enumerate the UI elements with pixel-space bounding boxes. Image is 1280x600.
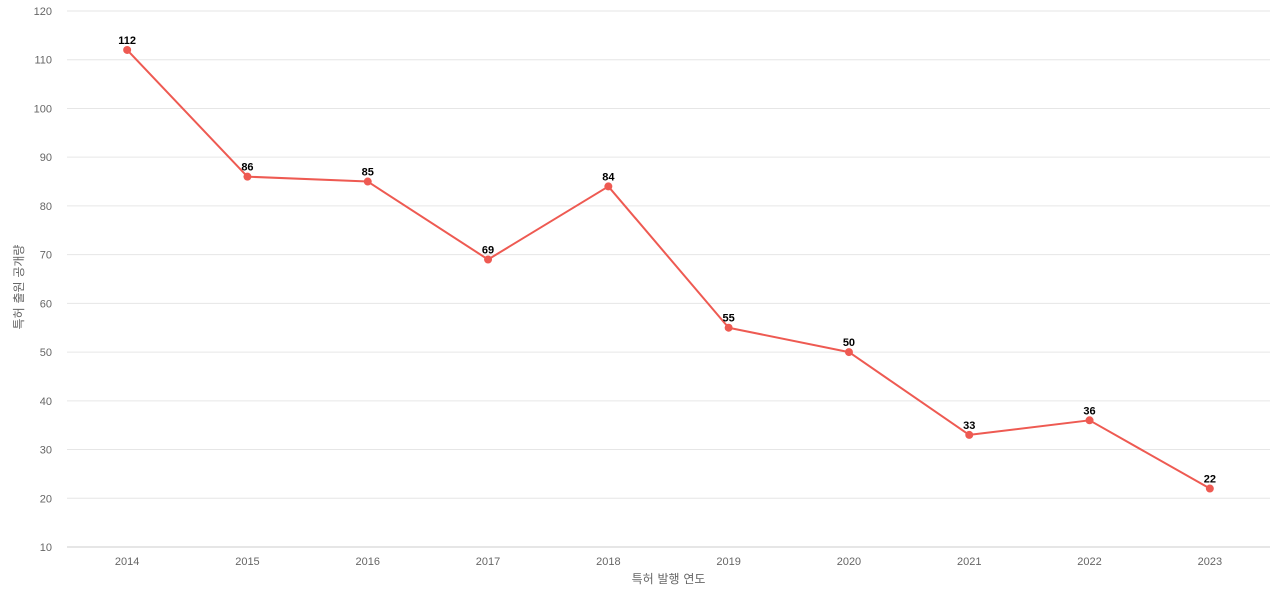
data-point[interactable]: [123, 45, 132, 54]
y-axis-title: 특허 출원 공개량: [12, 245, 26, 330]
data-label: 55: [723, 313, 735, 325]
y-tick-label: 20: [40, 493, 52, 505]
y-tick-label: 100: [34, 103, 52, 115]
x-tick-label: 2019: [716, 556, 740, 568]
data-label: 84: [602, 171, 615, 183]
x-tick-label: 2020: [837, 556, 861, 568]
x-tick-label: 2023: [1198, 556, 1222, 568]
y-tick-label: 90: [40, 152, 52, 164]
y-tick-label: 80: [40, 201, 52, 213]
x-tick-label: 2018: [596, 556, 620, 568]
grid-lines: [67, 10, 1270, 499]
x-tick-label: 2015: [235, 556, 259, 568]
data-point[interactable]: [1085, 416, 1094, 425]
y-axis: 10 20 30 40 50 60 70 80 90 100 110 120: [34, 6, 52, 554]
data-point[interactable]: [604, 182, 613, 191]
data-point[interactable]: [363, 177, 372, 186]
y-tick-label: 110: [34, 55, 52, 67]
y-tick-label: 120: [34, 6, 52, 18]
y-tick-label: 10: [40, 542, 52, 554]
data-point[interactable]: [965, 430, 974, 439]
x-axis: 2014 2015 2016 2017 2018 2019 2020 2021 2022 2023: [67, 546, 1270, 568]
data-label: 22: [1204, 474, 1216, 486]
data-labels: 112 86 85 69 84 55 50 33 36 22: [118, 35, 1216, 486]
data-label: 86: [241, 162, 253, 174]
y-tick-label: 50: [40, 347, 52, 359]
data-label: 112: [118, 35, 136, 47]
series-lines: [126, 49, 1211, 490]
data-label: 33: [963, 420, 975, 432]
y-tick-label: 40: [40, 396, 52, 408]
data-label: 85: [362, 167, 374, 179]
y-tick-label: 70: [40, 250, 52, 262]
x-tick-label: 2022: [1077, 556, 1101, 568]
data-points: [123, 45, 1214, 493]
x-tick-label: 2021: [957, 556, 981, 568]
x-tick-label: 2014: [115, 556, 139, 568]
data-label: 50: [843, 337, 855, 349]
data-point[interactable]: [844, 348, 853, 357]
y-tick-label: 60: [40, 298, 52, 310]
x-tick-label: 2016: [356, 556, 380, 568]
y-tick-label: 30: [40, 445, 52, 457]
data-point[interactable]: [724, 323, 733, 332]
x-tick-label: 2017: [476, 556, 500, 568]
data-label: 36: [1083, 405, 1095, 417]
series-line: [126, 49, 1211, 490]
data-point[interactable]: [1205, 484, 1214, 493]
data-label: 69: [482, 245, 494, 257]
data-point[interactable]: [484, 255, 493, 264]
data-point[interactable]: [243, 172, 252, 181]
x-axis-title: 특허 발행 연도: [632, 571, 706, 586]
